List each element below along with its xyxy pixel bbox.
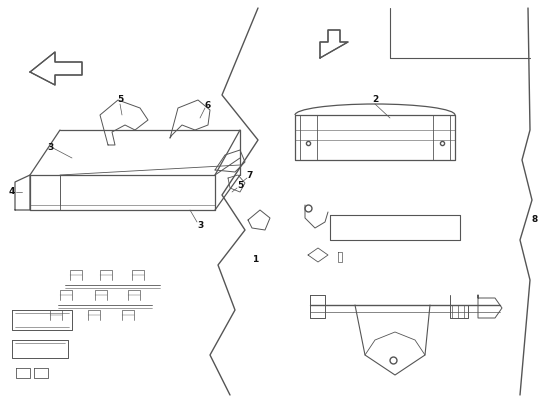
Text: 1: 1 bbox=[252, 256, 258, 264]
Text: 3: 3 bbox=[197, 220, 203, 230]
Polygon shape bbox=[30, 52, 82, 85]
Text: 7: 7 bbox=[247, 170, 253, 180]
Text: 3: 3 bbox=[47, 144, 53, 152]
Polygon shape bbox=[320, 30, 348, 58]
Text: 4: 4 bbox=[9, 188, 15, 196]
Text: 5: 5 bbox=[237, 180, 243, 190]
Text: 2: 2 bbox=[372, 96, 378, 104]
Text: 5: 5 bbox=[117, 96, 123, 104]
Text: 6: 6 bbox=[205, 100, 211, 110]
Text: 8: 8 bbox=[532, 216, 538, 224]
